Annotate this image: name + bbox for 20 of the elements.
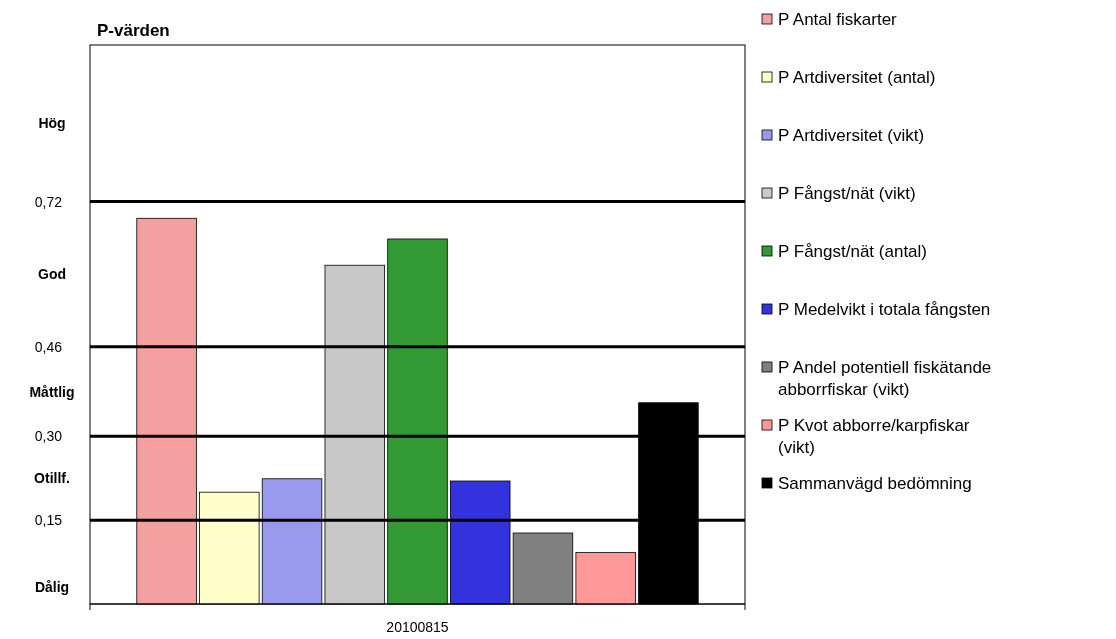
- y-tick-label: 0,15: [34, 512, 63, 529]
- text: Hög: [38, 115, 66, 132]
- text: God: [38, 266, 66, 283]
- legend-label: P Fångst/nät (antal): [778, 242, 927, 261]
- text: Otillf.: [34, 470, 70, 487]
- legend-label: P Kvot abborre/karpfiskar (vikt): [778, 416, 970, 457]
- legend-label: P Antal fiskarter: [778, 10, 898, 29]
- y-tick-label: 0,30: [34, 428, 63, 445]
- chart-title: P-värden: [97, 21, 170, 40]
- legend-label: P Artdiversitet (vikt): [778, 126, 925, 145]
- y-tick-label: 0,46: [34, 338, 63, 355]
- legend-label: Sammanvägd bedömning: [778, 474, 972, 493]
- x-tick-label: 20100815: [386, 619, 449, 635]
- legend-label: P Medelvikt i totala fångsten: [778, 300, 991, 319]
- legend-label: P Artdiversitet (antal): [778, 68, 936, 87]
- text: Måttlig: [29, 383, 75, 400]
- y-tick-label: 0,72: [34, 193, 63, 210]
- legend-label: P Fångst/nät (vikt): [778, 184, 916, 203]
- legend-label: P Andel potentiell fiskätande abborrfiskar (vikt): [778, 358, 992, 399]
- text: Dålig: [34, 579, 70, 596]
